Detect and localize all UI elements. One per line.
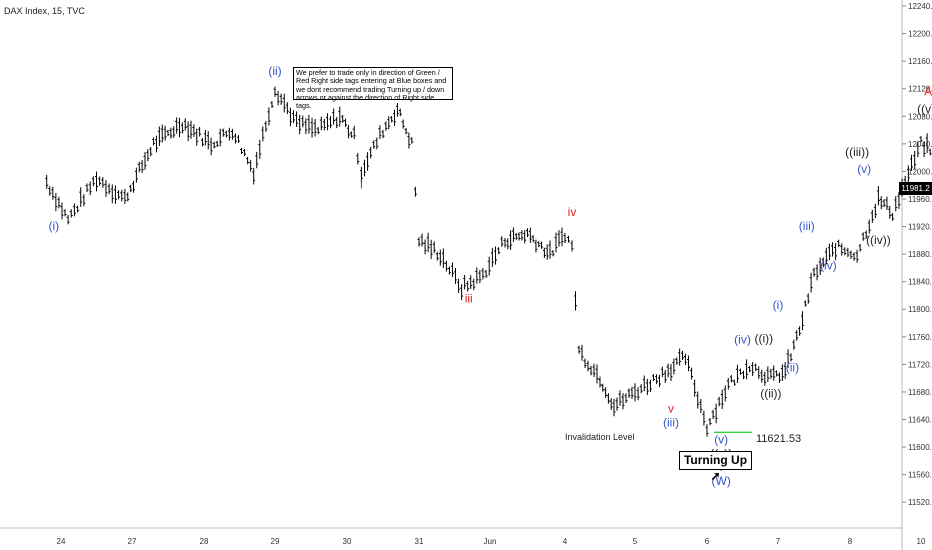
x-tick-label: 28 [200,537,209,546]
y-tick-label: 11840.0 [908,278,932,287]
wave-label: (i) [773,298,784,312]
x-axis: 24 27 28 29 30 31 Jun 4 5 6 7 8 10 [0,527,926,546]
y-tick-label: 12200.0 [908,30,932,39]
wave-label: (iv) [734,333,751,347]
wave-label: (v) [857,162,871,176]
x-tick-label: 6 [705,537,710,546]
y-tick-label: 11520.0 [908,498,932,507]
wave-label: (W) [712,474,731,488]
wave-label: (ii) [786,360,799,374]
current-price-tag: 11981.2 [899,182,932,195]
y-tick-label: 12160.0 [908,57,932,66]
invalidation-label: Invalidation Level [565,432,635,442]
y-tick-label: 11680.0 [908,388,932,397]
x-tick-label: 29 [271,537,280,546]
x-tick-label: 31 [415,537,424,546]
invalidation-value: 11621.53 [756,433,801,445]
turning-up-label: Turning Up [683,453,748,467]
y-tick-label: 12240.0 [908,2,932,11]
price-bars [45,86,932,437]
x-tick-label: 5 [633,537,638,546]
wave-label: (iv) [820,258,837,272]
y-tick-label: 11960.0 [908,195,932,204]
y-tick-label: 11600.0 [908,443,932,452]
wave-label: A [924,85,932,99]
y-tick-label: 11640.0 [908,416,932,425]
wave-label: ((iii)) [845,145,869,159]
x-tick-label: 24 [57,537,66,546]
y-tick-label: 12080.0 [908,112,932,121]
turning-up-arrow-icon: ➚ [710,469,721,483]
trading-note-text: We prefer to trade only in direction of … [296,68,447,111]
wave-label: (ii) [268,64,281,78]
y-tick-label: 11560.0 [908,471,932,480]
wave-label: ((ii)) [760,386,781,400]
wave-label: ((i)) [754,331,773,345]
wave-label: i [360,178,363,192]
y-tick-label: 11800.0 [908,305,932,314]
wave-label: ((v)) [917,102,932,116]
x-tick-label: 30 [343,537,352,546]
x-tick-label: 10 [917,537,926,546]
wave-label: iv [568,205,577,219]
y-tick-label: 12120.0 [908,85,932,94]
x-tick-label: 7 [776,537,781,546]
x-tick-label: Jun [484,537,497,546]
wave-label: v [668,402,674,416]
wave-label: (iii) [799,219,815,233]
wave-label: (i) [49,219,60,233]
x-tick-label: 4 [563,537,568,546]
y-tick-label: 11880.0 [908,250,932,259]
y-tick-label: 11720.0 [908,360,932,369]
y-axis: 12240.0 12200.0 12160.0 12120.0 12080.0 12040… [901,0,932,550]
chart-title: DAX Index, 15, TVC [4,6,85,16]
x-tick-label: 27 [128,537,137,546]
wave-label: iii [465,291,473,305]
x-tick-label: 8 [848,537,853,546]
y-tick-label: 11920.0 [908,223,932,232]
trading-note: We prefer to trade only in direction of … [293,67,453,110]
wave-label: (v) [714,433,728,447]
y-tick-label: 11760.0 [908,333,932,342]
y-tick-label: 12040.0 [908,140,932,149]
wave-label: ((iv)) [866,233,891,247]
y-tick-label: 12000.0 [908,167,932,176]
turning-up-badge: Turning Up ➚ [679,451,752,483]
wave-label: (iii) [663,415,679,429]
